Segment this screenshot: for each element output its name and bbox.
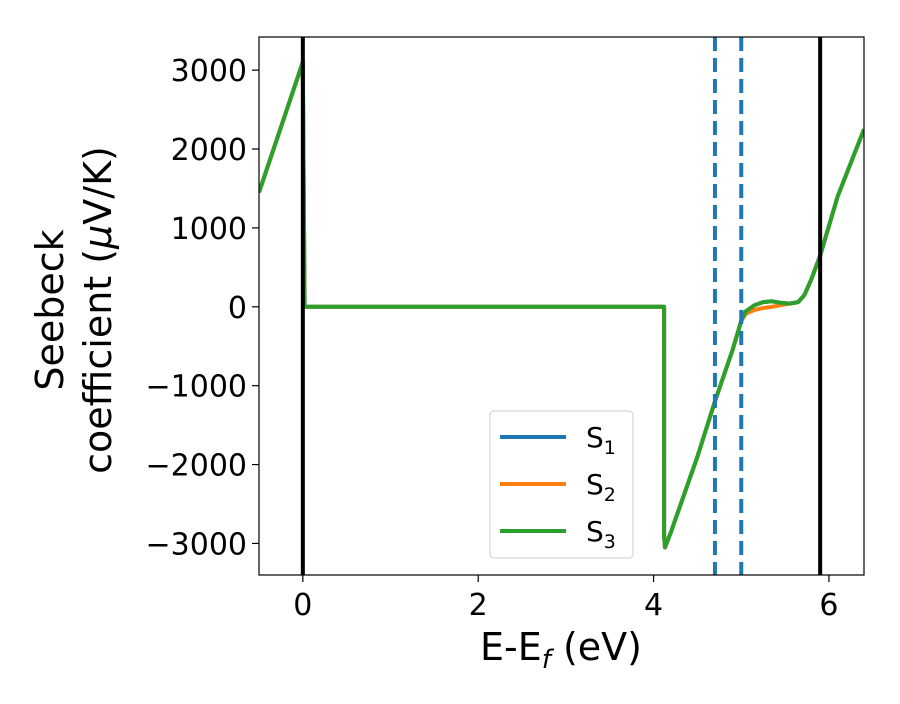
x-axis-label: E-Ef (eV) <box>480 625 642 675</box>
y-tick-label: 3000 <box>171 54 247 89</box>
plot-area <box>259 37 864 575</box>
y-tick-label: −3000 <box>146 527 247 562</box>
x-axis: 0 2 4 6 <box>293 575 838 623</box>
plot-frame <box>258 36 865 576</box>
legend-label-s2: S2 <box>586 468 616 506</box>
y-tick-label: −2000 <box>146 449 247 484</box>
legend: S1 S2 S3 <box>489 410 634 559</box>
y-tick-label: 1000 <box>171 212 247 247</box>
y-tick-label: 2000 <box>171 133 247 168</box>
series-line-s3 <box>259 60 864 550</box>
y-tick-label: 0 <box>228 291 247 326</box>
y-tick-label: −1000 <box>146 370 247 405</box>
x-tick-label: 0 <box>293 588 312 623</box>
x-tick-label: 6 <box>819 588 838 623</box>
legend-label-s3: S3 <box>586 515 616 553</box>
y-axis-label: Seebeck coefficient (μV/K) <box>28 146 120 474</box>
legend-label-s1: S1 <box>586 421 616 459</box>
x-tick-label: 2 <box>469 588 488 623</box>
y-axis: 3000 2000 1000 0 −1000 −2000 −3000 <box>146 54 259 562</box>
x-tick-label: 4 <box>644 588 663 623</box>
y-axis-label-line2: coefficient (μV/K) <box>76 146 120 474</box>
y-axis-label-line1: Seebeck <box>28 229 72 390</box>
